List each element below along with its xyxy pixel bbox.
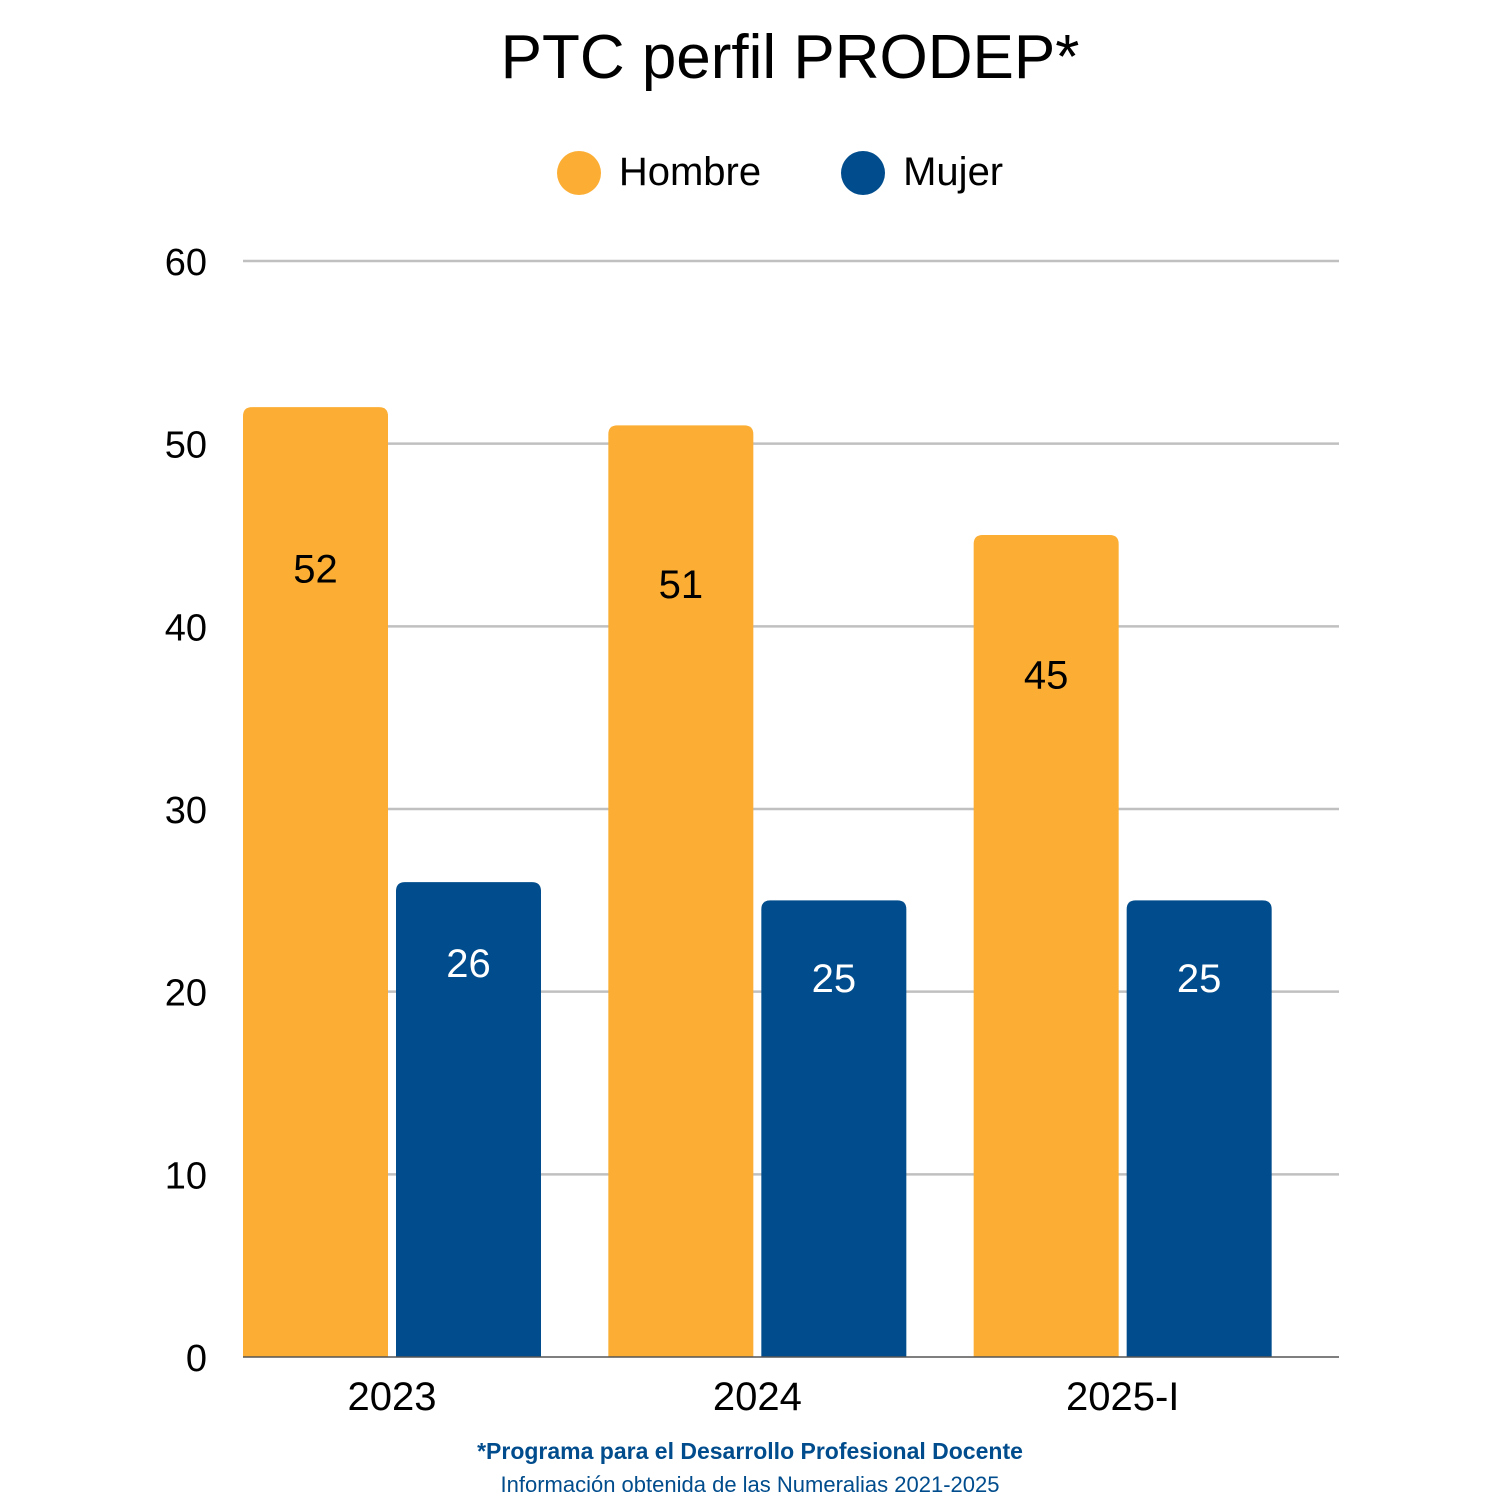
legend-swatch-mujer bbox=[841, 150, 886, 195]
data-label-hombre-2024: 51 bbox=[659, 563, 704, 607]
x-tick-label-2024: 2024 bbox=[713, 1375, 802, 1419]
data-label-mujer-2023: 26 bbox=[446, 942, 491, 986]
data-label-hombre-2023: 52 bbox=[293, 548, 338, 592]
x-tick-label-2023: 2023 bbox=[348, 1375, 437, 1419]
bar-hombre-2024 bbox=[608, 425, 754, 1357]
footnote: *Programa para el Desarrollo Profesional… bbox=[477, 1438, 1023, 1464]
x-tick-label-2025-I: 2025-I bbox=[1066, 1375, 1179, 1419]
y-tick-label-0: 0 bbox=[186, 1338, 207, 1380]
source-note: Información obtenida de las Numeralias 2… bbox=[500, 1472, 1000, 1497]
legend-label-mujer: Mujer bbox=[903, 150, 1004, 194]
bar-mujer-2023 bbox=[396, 882, 541, 1357]
y-tick-label-40: 40 bbox=[165, 607, 207, 649]
legend-swatch-hombre bbox=[556, 150, 601, 195]
y-tick-label-60: 60 bbox=[165, 242, 207, 284]
bar-hombre-2025-I bbox=[973, 535, 1119, 1357]
legend-label-hombre: Hombre bbox=[618, 150, 762, 194]
legend-item-hombre: Hombre bbox=[556, 150, 762, 195]
data-label-hombre-2025-I: 45 bbox=[1024, 654, 1069, 698]
y-tick-label-20: 20 bbox=[165, 973, 207, 1015]
chart-title: PTC perfil PRODEP* bbox=[500, 23, 1080, 92]
data-label-mujer-2025-I: 25 bbox=[1177, 957, 1222, 1001]
legend-item-mujer: Mujer bbox=[841, 150, 1003, 195]
y-tick-label-30: 30 bbox=[165, 790, 207, 832]
y-tick-label-10: 10 bbox=[165, 1155, 207, 1197]
legend: Hombre Mujer bbox=[0, 150, 1500, 195]
bar-hombre-2023 bbox=[243, 407, 388, 1358]
y-tick-label-50: 50 bbox=[165, 425, 207, 467]
data-label-mujer-2024: 25 bbox=[812, 957, 857, 1001]
bar-mujer-2025-I bbox=[1126, 900, 1272, 1357]
bar-mujer-2024 bbox=[761, 900, 907, 1357]
